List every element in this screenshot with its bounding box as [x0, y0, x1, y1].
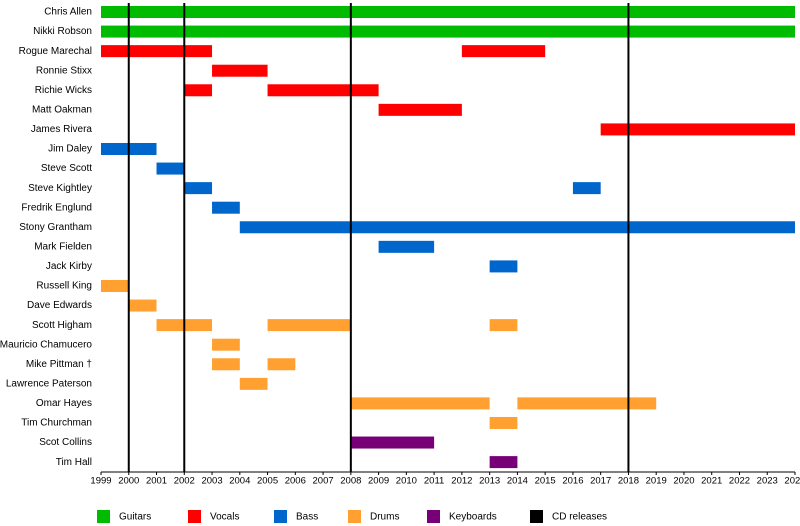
member-label: Tim Hall: [56, 457, 92, 468]
tenure-bar: [461, 45, 546, 58]
x-tick-label: 2006: [285, 476, 306, 487]
x-tick-label: 2005: [257, 476, 278, 487]
x-tick-label: 2002: [174, 476, 195, 487]
x-tick-label: 2021: [701, 476, 722, 487]
legend-swatch: [427, 510, 440, 523]
x-tick-label: 2000: [118, 476, 139, 487]
tenure-bar: [212, 201, 240, 214]
member-label: Chris Allen: [44, 7, 92, 18]
x-tick-label: 2017: [590, 476, 611, 487]
tenure-bar: [489, 456, 518, 469]
x-tick-label: 2014: [507, 476, 528, 487]
tenure-bar: [350, 397, 490, 410]
tenure-bar: [267, 319, 351, 332]
x-tick-label: 2007: [313, 476, 334, 487]
legend-label: CD releases: [552, 512, 607, 523]
legend-swatch: [348, 510, 361, 523]
legend-swatch: [274, 510, 287, 523]
tenure-bar: [184, 84, 213, 97]
x-tick-label: 2011: [424, 476, 444, 487]
member-label: Fredrik Englund: [21, 202, 92, 213]
legend-label: Keyboards: [449, 512, 497, 523]
tenure-bar: [184, 182, 213, 195]
legend-swatch: [188, 510, 201, 523]
x-tick-label: 2009: [368, 476, 389, 487]
member-label: James Rivera: [31, 124, 93, 135]
tenure-bar: [212, 338, 240, 351]
member-label: Jim Daley: [48, 144, 92, 155]
member-label: Stony Grantham: [19, 222, 92, 233]
x-tick-label: 2004: [229, 476, 250, 487]
legend-label: Drums: [370, 512, 399, 523]
tenure-bar: [212, 358, 240, 371]
legend-label: Guitars: [119, 512, 151, 523]
legend-label: Bass: [296, 512, 318, 523]
x-tick-label: 2003: [201, 476, 222, 487]
x-tick-label: 2010: [396, 476, 417, 487]
member-label: Russell King: [36, 281, 92, 292]
member-label: Scot Collins: [39, 437, 92, 448]
x-tick-label: 2008: [340, 476, 361, 487]
member-label: Tim Churchman: [21, 418, 92, 429]
x-tick-label: 2013: [479, 476, 500, 487]
tenure-bar: [101, 45, 213, 58]
member-label: Steve Scott: [41, 163, 92, 174]
tenure-bar: [489, 416, 518, 429]
tenure-bar: [156, 162, 185, 175]
member-label: Mauricio Chamucero: [0, 339, 92, 350]
member-label: Rogue Marechal: [19, 46, 92, 57]
member-label: Ronnie Stixx: [36, 65, 92, 76]
x-tick-label: 2012: [451, 476, 472, 487]
member-label: Omar Hayes: [36, 398, 92, 409]
tenure-bar: [489, 319, 518, 332]
x-tick-label: 2019: [646, 476, 667, 487]
tenure-bar: [212, 64, 268, 77]
member-label: Matt Oakman: [32, 104, 92, 115]
legend-label: Vocals: [210, 512, 239, 523]
member-label: Lawrence Paterson: [6, 378, 92, 389]
tenure-bar: [101, 25, 795, 38]
x-tick-label: 2020: [673, 476, 694, 487]
tenure-bar: [572, 182, 601, 195]
tenure-bar: [128, 299, 157, 312]
x-tick-label: 2022: [729, 476, 750, 487]
x-tick-label: 2023: [757, 476, 778, 487]
tenure-bar: [378, 103, 462, 116]
x-tick-label: 2024: [784, 476, 800, 487]
x-tick-label: 2018: [618, 476, 639, 487]
legend-swatch: [530, 510, 543, 523]
tenure-bar: [101, 279, 129, 292]
member-label: Dave Edwards: [27, 300, 92, 311]
tenure-bar: [378, 240, 435, 253]
tenure-bar: [239, 221, 796, 234]
tenure-bar: [489, 260, 518, 273]
member-label: Mike Pittman †: [26, 359, 92, 370]
x-tick-label: 1999: [90, 476, 111, 487]
tenure-bar: [600, 123, 795, 136]
member-label: Jack Kirby: [46, 261, 92, 272]
member-label: Nikki Robson: [33, 26, 92, 37]
tenure-bar: [267, 358, 296, 371]
member-label: Mark Fielden: [34, 241, 92, 252]
member-label: Richie Wicks: [35, 85, 92, 96]
member-label: Steve Kightley: [28, 183, 92, 194]
x-tick-label: 2015: [535, 476, 556, 487]
x-tick-label: 2016: [562, 476, 583, 487]
legend-swatch: [97, 510, 110, 523]
x-tick-label: 2001: [146, 476, 167, 487]
tenure-bar: [517, 397, 657, 410]
tenure-bar: [267, 84, 379, 97]
tenure-bar: [239, 377, 268, 390]
tenure-bar: [350, 436, 435, 449]
tenure-bar: [101, 6, 795, 18]
member-label: Scott Higham: [32, 320, 92, 331]
